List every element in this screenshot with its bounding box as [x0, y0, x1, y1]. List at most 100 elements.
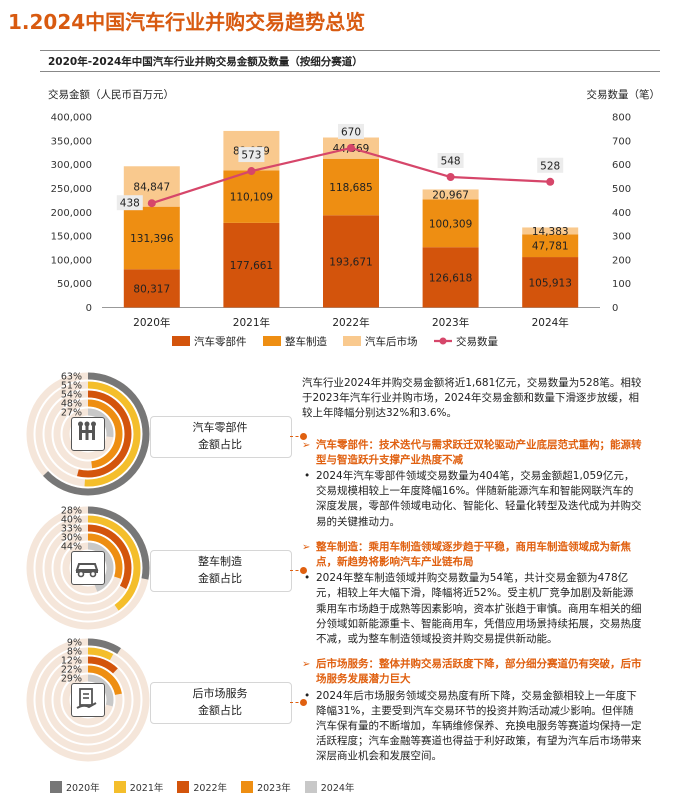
ring-connector [290, 436, 304, 437]
year-legend-item: 2021年 [113, 780, 163, 794]
deal-count-point [247, 167, 256, 176]
ring-arc [62, 674, 114, 726]
ring-arc [35, 515, 141, 621]
x-tick-label: 2020年 [133, 316, 170, 329]
y-left-tick-label: 0 [86, 303, 92, 314]
page-title: 1.2024中国汽车行业并购交易趋势总览 [8, 10, 366, 34]
bar-value-label: 80,317 [133, 283, 170, 295]
deal-count-label-box [238, 147, 265, 163]
ring-pct-label: 8% [67, 647, 82, 658]
bar-segment [522, 227, 579, 235]
service-icon [71, 683, 105, 717]
y-left-tick-label: 250,000 [51, 184, 92, 195]
chart-legend: 汽车零部件 整车制造 汽车后市场 交易数量 [172, 335, 498, 348]
y-left-tick-label: 400,000 [51, 113, 92, 124]
ring-label-box [150, 416, 292, 458]
ring-arc [62, 408, 114, 460]
ring-arc [44, 390, 132, 478]
y-right-tick-label: 400 [612, 208, 631, 219]
y-left-tick-label: 50,000 [57, 279, 92, 290]
ring-arc [26, 372, 150, 496]
bar-segment [422, 189, 479, 200]
year-legend-swatch [304, 781, 317, 793]
car-icon [71, 551, 105, 585]
ring-arc [62, 542, 114, 594]
deal-count-point [147, 199, 156, 208]
ring-pct-label: 9% [67, 638, 82, 649]
y-right-tick-label: 300 [612, 232, 631, 243]
ring-pct-label: 48% [61, 399, 82, 410]
ring-pct-label: 63% [61, 372, 82, 383]
bar-value-label: 84,847 [133, 181, 170, 193]
ring-label-line2: 金额占比 [198, 572, 242, 585]
deal-count-label: 670 [341, 126, 361, 138]
bar-segment [223, 170, 280, 223]
deal-count-label: 528 [540, 160, 560, 172]
ring-pct-label: 44% [61, 542, 82, 553]
deal-count-label-box [116, 195, 143, 211]
ring-connector-dot [300, 433, 307, 440]
year-legend-label: 2022年 [193, 783, 228, 794]
deal-count-label-box [338, 123, 364, 139]
y-left-tick-label: 350,000 [51, 136, 92, 147]
year-legend-swatch [113, 781, 126, 793]
bar-value-label: 47,781 [532, 241, 569, 253]
bar-segment [522, 234, 579, 258]
ring-label-line2: 金额占比 [198, 438, 242, 451]
y-right-tick-label: 800 [612, 113, 631, 124]
ring-pct-label: 51% [61, 381, 82, 392]
legend-swatch [343, 336, 361, 346]
deal-count-point [347, 143, 355, 152]
year-legend-label: 2024年 [320, 783, 355, 794]
ring-label-line1: 汽车零部件 [192, 421, 248, 434]
legend-swatch [263, 336, 281, 346]
bar-segment [123, 206, 180, 270]
ring-pct-label: 30% [61, 533, 82, 544]
legend-swatch [172, 336, 190, 346]
text-panel: 汽车行业2024年并购交易金额将近1,681亿元，交易数量为528笔。相较于20… [302, 376, 642, 765]
bar-segment [323, 215, 379, 308]
bar-value-label: 105,913 [528, 277, 571, 289]
bar-value-label: 20,967 [432, 189, 469, 201]
y-right-tick-label: 0 [612, 303, 618, 314]
year-legend-item: 2024年 [304, 780, 355, 794]
ring-label-line1: 后市场服务 [192, 687, 248, 700]
ring-pct-label: 27% [61, 408, 82, 419]
deal-count-label-box [437, 153, 464, 169]
ring-label-box [150, 550, 292, 592]
ring-label-line1: 整车制造 [198, 555, 242, 568]
y-axis-right-label: 交易数量（笔） [587, 88, 661, 101]
chart-subtitle: 2020年-2024年中国汽车行业并购交易金额及数量（按细分赛道） [48, 56, 363, 68]
deal-count-point [446, 173, 455, 182]
bar-value-label: 131,396 [130, 233, 174, 245]
legend-label: 汽车零部件 [194, 335, 247, 348]
y-right-tick-label: 600 [612, 160, 631, 171]
gear-box-icon [71, 417, 105, 451]
year-legend-item: 2023年 [241, 780, 291, 794]
year-legend-swatch [50, 781, 62, 793]
y-right-tick-label: 100 [612, 279, 631, 290]
bar-segment [422, 199, 479, 248]
ring-arc [35, 381, 141, 487]
ring-arc [26, 638, 150, 762]
ring-arc [35, 647, 141, 753]
intro-paragraph: 汽车行业2024年并购交易金额将近1,681亿元，交易数量为528笔。相较于20… [302, 377, 642, 420]
deal-count-label: 548 [441, 156, 461, 168]
ring-label-box [150, 682, 292, 724]
ring-arc [53, 399, 123, 469]
deal-count-label-box [537, 157, 564, 173]
section-body-aftermarket: 2024年后市场服务领域交易热度有所下降，交易金额相较上一年度下降幅31%，主要… [302, 689, 642, 765]
bar-chart: 交易金额（人民币百万元） 交易数量（笔） 0 50,000 100,000 150,0… [48, 88, 661, 348]
year-legend-item: 2022年 [177, 780, 227, 794]
bar-segment [522, 257, 579, 308]
legend-line-marker [439, 337, 447, 345]
ring-arc [44, 524, 132, 612]
year-legend-label: 2023年 [257, 783, 291, 794]
ring-pct-label: 12% [61, 656, 82, 667]
y-left-tick-label: 200,000 [51, 208, 92, 219]
section-body-parts: 2024年汽车零部件领域交易数量为404笔，交易金额超1,059亿元，交易规模相… [302, 469, 642, 530]
ring-arc [44, 656, 132, 744]
section-head-vehicle: 整车制造：乘用车制造领域逐步趋于平稳，商用车制造领域成为新焦点，新趋势将影响汽车… [302, 540, 642, 570]
x-tick-label: 2024年 [532, 316, 569, 329]
ring-pct-label: 33% [61, 524, 82, 535]
